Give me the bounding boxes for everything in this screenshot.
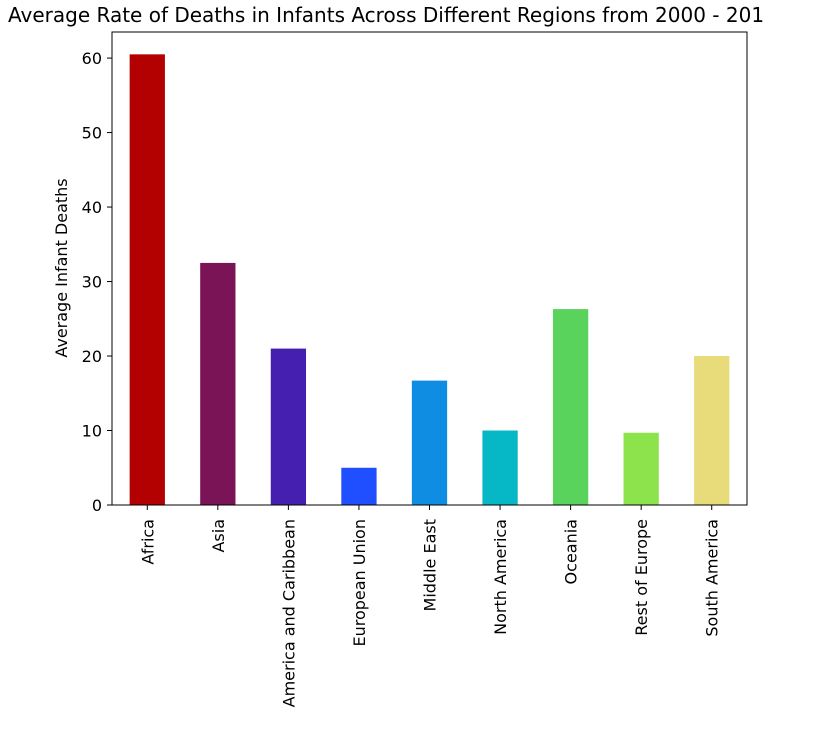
bar-0: [129, 54, 165, 505]
bar-8: [694, 356, 730, 505]
x-tick-label: Oceania: [562, 519, 581, 584]
y-tick-label: 30: [82, 273, 102, 292]
x-axis: Africa Asia America and Caribbean European …: [138, 505, 722, 707]
bars-group: [129, 54, 730, 505]
y-tick-label: 60: [82, 49, 102, 68]
y-tick-label: 10: [82, 422, 102, 441]
y-tick-label: 0: [92, 496, 102, 515]
y-tick-label: 20: [82, 347, 102, 366]
x-tick-label: Africa: [138, 519, 157, 565]
y-tick-label: 50: [82, 124, 102, 143]
bar-5: [482, 430, 518, 505]
bar-3: [341, 467, 377, 505]
bar-2: [270, 348, 307, 505]
x-tick-label: Asia: [209, 519, 228, 553]
x-tick-label: North America: [491, 519, 510, 635]
bar-7: [623, 432, 659, 505]
x-tick-label: South America: [703, 519, 722, 637]
chart-title: Average Rate of Deaths in Infants Across…: [8, 3, 764, 27]
bar-6: [552, 309, 589, 505]
y-tick-label: 40: [82, 198, 102, 217]
bar-4: [411, 380, 448, 505]
x-tick-label: Middle East: [421, 519, 440, 611]
x-tick-label: European Union: [350, 519, 369, 647]
y-axis: 0 10 20 30 40 50 60: [82, 49, 112, 515]
x-tick-label: America and Caribbean: [279, 519, 298, 707]
y-axis-label: Average Infant Deaths: [52, 178, 71, 357]
x-tick-label: Rest of Europe: [632, 519, 651, 636]
bar-1: [200, 262, 236, 505]
